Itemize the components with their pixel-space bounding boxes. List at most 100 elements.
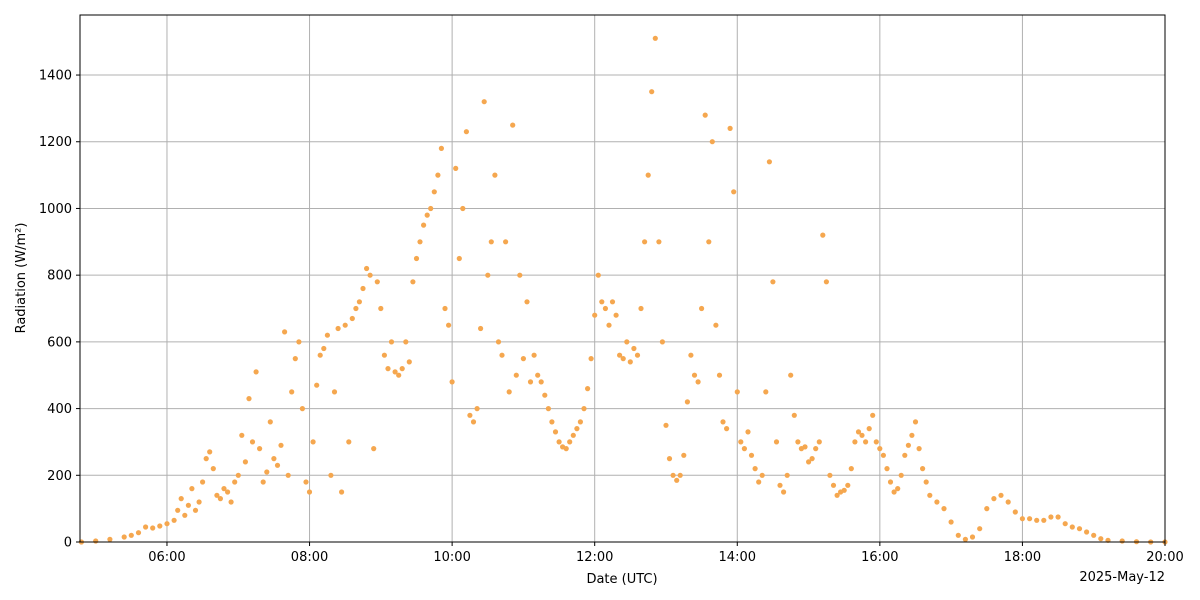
- data-point: [271, 456, 277, 462]
- data-point: [642, 239, 648, 245]
- data-point: [595, 272, 601, 278]
- data-point: [1076, 526, 1083, 532]
- data-point: [342, 322, 348, 328]
- data-point: [324, 332, 330, 338]
- data-point: [545, 406, 552, 412]
- data-point: [331, 389, 338, 395]
- data-point: [242, 459, 248, 465]
- data-point: [385, 366, 391, 372]
- data-point: [895, 486, 901, 492]
- data-point: [884, 466, 890, 472]
- data-point: [299, 406, 305, 412]
- data-point: [724, 426, 730, 432]
- data-point: [1019, 516, 1025, 522]
- date-label: 2025-May-12: [1079, 570, 1165, 585]
- data-point: [182, 512, 188, 518]
- data-point: [292, 356, 298, 362]
- data-point: [773, 439, 780, 445]
- data-point: [135, 530, 142, 536]
- data-point: [353, 305, 359, 312]
- data-point: [260, 479, 266, 485]
- data-point: [157, 523, 163, 529]
- data-point: [585, 386, 591, 392]
- data-point: [852, 439, 858, 445]
- data-point: [674, 477, 680, 483]
- data-point: [481, 99, 487, 105]
- data-point: [731, 189, 737, 195]
- data-point: [848, 466, 854, 472]
- x-axis-title: Date (UTC): [586, 572, 657, 587]
- data-point: [691, 372, 698, 378]
- data-point: [706, 239, 712, 245]
- data-point: [467, 412, 473, 418]
- data-point: [421, 222, 427, 228]
- data-point: [495, 339, 502, 345]
- data-point: [713, 322, 719, 328]
- data-point: [488, 239, 494, 245]
- data-point: [645, 172, 651, 178]
- data-point: [684, 399, 691, 405]
- data-point: [855, 429, 862, 435]
- plot-frame: [79, 14, 1166, 543]
- data-point: [460, 205, 466, 212]
- data-point: [763, 389, 769, 395]
- data-point: [1027, 516, 1033, 522]
- data-point: [249, 439, 256, 445]
- data-point: [552, 429, 559, 435]
- data-point: [207, 449, 213, 455]
- data-point: [143, 524, 149, 530]
- data-point: [1055, 514, 1061, 520]
- data-point: [620, 356, 626, 362]
- data-point: [795, 439, 801, 445]
- y-tick-label: 200: [47, 469, 72, 484]
- data-point: [535, 372, 541, 378]
- data-point: [1034, 517, 1040, 523]
- plot-background: [80, 15, 1165, 542]
- data-point: [802, 444, 808, 450]
- data-point: [863, 439, 869, 445]
- data-point: [830, 482, 837, 488]
- data-point: [453, 165, 459, 171]
- y-tick-label: 0: [64, 536, 72, 551]
- data-point: [274, 462, 281, 468]
- data-point: [306, 489, 313, 495]
- data-point: [93, 538, 99, 544]
- data-point: [449, 379, 455, 385]
- data-point: [282, 329, 288, 335]
- y-tick-label: 400: [47, 402, 72, 417]
- x-tick-label: 14:00: [719, 550, 756, 565]
- data-point: [1012, 509, 1018, 515]
- data-point: [171, 517, 177, 523]
- data-point: [602, 305, 609, 312]
- data-point: [609, 299, 616, 305]
- data-point: [210, 466, 216, 472]
- y-axis-title: Radiation (W/m²): [14, 223, 29, 334]
- data-point: [378, 305, 384, 312]
- data-point: [748, 452, 755, 458]
- data-point: [107, 536, 113, 542]
- data-point: [339, 489, 345, 495]
- data-point: [1084, 529, 1090, 535]
- data-point: [228, 499, 234, 505]
- data-point: [1069, 524, 1075, 530]
- data-point: [720, 419, 726, 425]
- data-point: [264, 469, 270, 475]
- data-point: [570, 432, 576, 438]
- data-point: [428, 205, 434, 212]
- data-point: [905, 442, 912, 448]
- data-point: [285, 472, 291, 478]
- data-point: [446, 322, 452, 328]
- data-point: [413, 255, 420, 262]
- data-point: [200, 479, 206, 485]
- data-point: [927, 492, 933, 498]
- data-point: [887, 479, 894, 485]
- data-point: [695, 379, 701, 385]
- data-point: [998, 492, 1004, 498]
- data-point: [969, 534, 976, 540]
- data-point: [399, 366, 405, 372]
- x-tick-label: 06:00: [148, 550, 185, 565]
- data-point: [510, 122, 516, 128]
- data-point: [367, 272, 373, 278]
- data-point: [806, 459, 812, 465]
- data-point: [634, 352, 641, 358]
